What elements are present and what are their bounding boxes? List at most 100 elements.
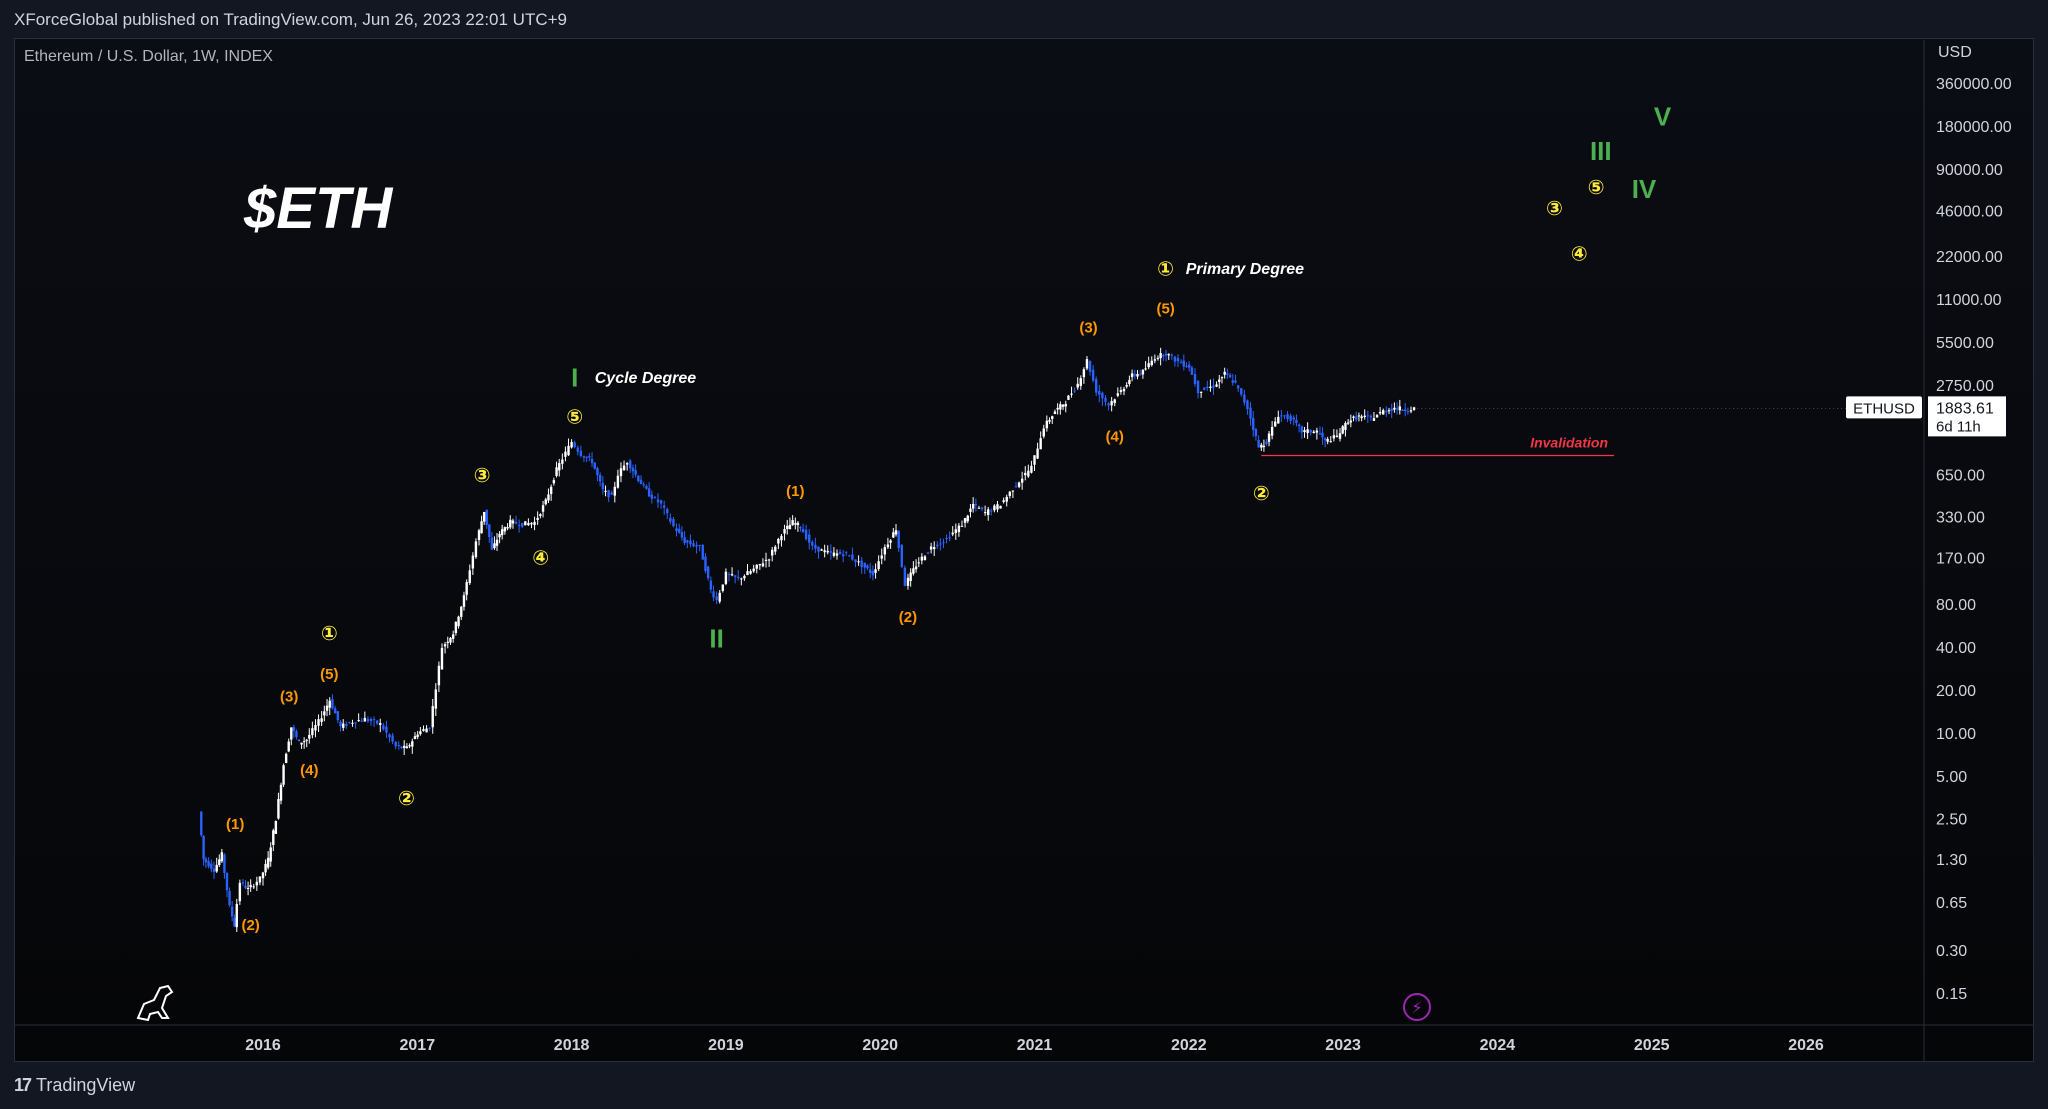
candle-body — [724, 571, 728, 584]
candle-body — [598, 474, 602, 482]
price-tag-price[interactable]: 1883.61 — [1936, 400, 1994, 417]
candle-body — [354, 722, 357, 724]
x-tick-label[interactable]: 2025 — [1634, 1037, 1670, 1054]
wave-label: ⑤ — [1588, 175, 1605, 199]
price-tag-countdown: 6d 11h — [1936, 418, 1981, 435]
y-tick-label[interactable]: 90000.00 — [1936, 162, 2003, 179]
candle-body — [977, 507, 981, 509]
x-tick-label[interactable]: 2024 — [1480, 1037, 1516, 1054]
candle-body — [1119, 390, 1123, 392]
candle-body — [625, 463, 629, 465]
candle-body — [929, 546, 933, 550]
candle-body — [1082, 369, 1086, 378]
candle-body — [482, 511, 486, 522]
dino-icon[interactable] — [136, 984, 174, 1022]
y-tick-label[interactable]: 11000.00 — [1936, 292, 2002, 309]
y-tick-label[interactable]: 20.00 — [1936, 683, 1976, 700]
y-tick-label[interactable]: 180000.00 — [1936, 119, 2012, 136]
price-tag-symbol[interactable]: ETHUSD — [1853, 400, 1915, 417]
candle-body — [974, 504, 978, 506]
candle-body — [841, 554, 845, 557]
x-tick-label[interactable]: 2018 — [554, 1037, 590, 1054]
candle-body — [530, 522, 533, 525]
candle-body — [683, 537, 686, 543]
candle-body — [454, 621, 458, 634]
y-tick-label[interactable]: 0.65 — [1936, 895, 1967, 912]
x-tick-label[interactable]: 2022 — [1171, 1037, 1207, 1054]
y-tick-label[interactable]: 170.00 — [1936, 550, 1985, 567]
x-tick-label[interactable]: 2017 — [400, 1037, 436, 1054]
candle-body — [1338, 433, 1342, 439]
footer — [0, 1062, 2048, 1109]
candle-body — [712, 591, 715, 598]
candle-body — [225, 872, 229, 891]
y-tick-label[interactable]: 22000.00 — [1936, 249, 2003, 266]
candle-body — [604, 490, 607, 492]
lightning-icon[interactable] — [1403, 993, 1431, 1021]
x-tick-label[interactable]: 2023 — [1325, 1037, 1361, 1054]
candle-body — [1231, 380, 1234, 383]
x-tick-label[interactable]: 2021 — [1017, 1037, 1053, 1054]
candle-body — [801, 528, 805, 533]
x-tick-label[interactable]: 2026 — [1788, 1037, 1824, 1054]
tradingview-logo[interactable]: 17 TradingView — [14, 1075, 135, 1096]
y-tick-label[interactable]: 0.15 — [1936, 986, 1967, 1003]
candle-body — [755, 564, 758, 569]
symbol-title[interactable]: Ethereum / U.S. Dollar, 1W, INDEX — [24, 48, 273, 65]
invalidation-label: Invalidation — [1530, 435, 1608, 451]
candle-body — [848, 555, 851, 557]
x-tick-label[interactable]: 2016 — [245, 1037, 281, 1054]
y-tick-label[interactable]: 40.00 — [1936, 640, 1976, 657]
candle-body — [541, 505, 545, 512]
candle-body — [1349, 420, 1353, 423]
x-tick-label[interactable]: 2020 — [862, 1037, 898, 1054]
candle-body — [314, 725, 317, 731]
x-tick-label[interactable]: 2019 — [708, 1037, 744, 1054]
candle-body — [290, 727, 293, 740]
candle-body — [1088, 361, 1092, 372]
candle-body — [244, 885, 247, 889]
y-tick-label[interactable]: 10.00 — [1936, 726, 1976, 743]
y-tick-label[interactable]: 1.30 — [1936, 852, 1967, 869]
y-tick-label[interactable]: 5.00 — [1936, 769, 1967, 786]
degree-label: Cycle Degree — [595, 370, 696, 387]
candle-body — [1130, 373, 1134, 377]
candle-body — [1335, 435, 1339, 437]
candle-body — [292, 727, 296, 732]
candle-body — [811, 541, 814, 546]
price-axis-unit[interactable]: USD — [1938, 44, 1972, 61]
wave-label: ② — [1253, 481, 1270, 505]
candle-body — [1167, 354, 1170, 356]
y-tick-label[interactable]: 46000.00 — [1936, 203, 2003, 220]
candle-body — [228, 890, 231, 906]
candle-body — [653, 497, 657, 499]
candle-body — [1332, 435, 1336, 439]
candle-body — [517, 525, 521, 527]
candle-body — [1312, 431, 1315, 434]
candle-body — [345, 723, 348, 726]
y-tick-label[interactable]: 5500.00 — [1936, 335, 1994, 352]
candle-body — [794, 523, 797, 525]
candle-body — [780, 535, 783, 541]
candle-body — [317, 719, 320, 726]
candle-body — [709, 580, 713, 590]
candle-body — [1039, 438, 1042, 450]
candle-body — [883, 547, 887, 555]
y-tick-label[interactable]: 650.00 — [1936, 467, 1985, 484]
candle-body — [917, 562, 920, 564]
candle-body — [1412, 407, 1416, 410]
candle-body — [506, 527, 509, 529]
y-tick-label[interactable]: 0.30 — [1936, 943, 1967, 960]
candle-body — [593, 462, 596, 469]
y-tick-label[interactable]: 330.00 — [1936, 509, 1985, 526]
candle-body — [351, 722, 354, 724]
candle-body — [1193, 373, 1197, 385]
chart-frame[interactable] — [14, 38, 2034, 1062]
y-tick-label[interactable]: 2.50 — [1936, 812, 1967, 829]
candle-body — [808, 534, 811, 543]
y-tick-label[interactable]: 2750.00 — [1936, 378, 1994, 395]
candle-body — [328, 700, 331, 708]
y-tick-label[interactable]: 80.00 — [1936, 597, 1976, 614]
y-tick-label[interactable]: 360000.00 — [1936, 76, 2012, 93]
